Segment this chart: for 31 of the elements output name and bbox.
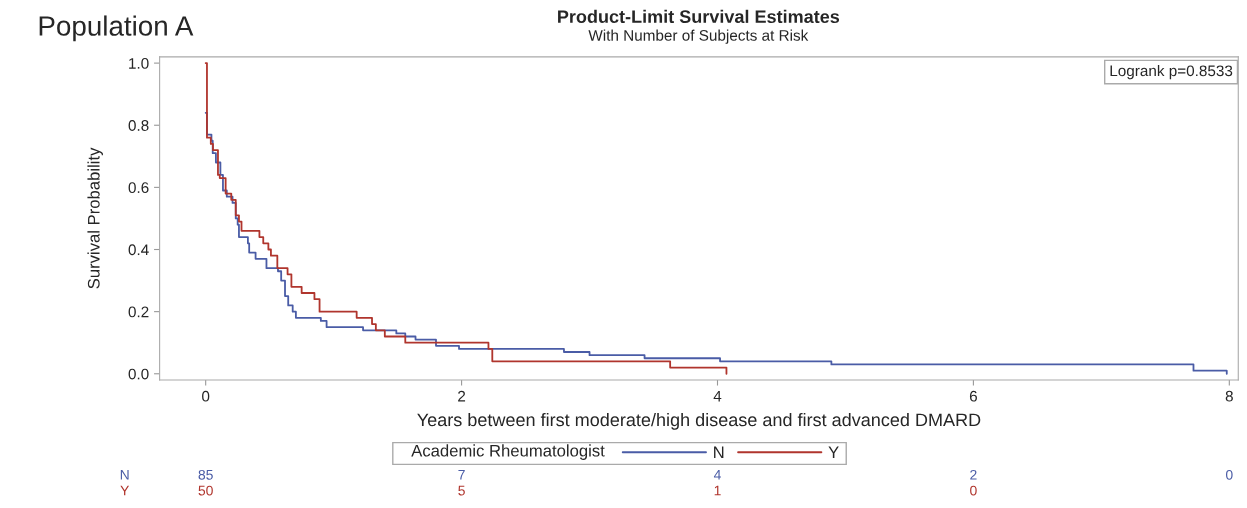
y-tick-label: 1.0 <box>129 57 149 69</box>
legend-title: Academic Rheumatologist <box>411 444 605 460</box>
text: N <box>120 470 129 480</box>
text: 5 <box>458 485 465 496</box>
legend-label: N <box>714 446 724 459</box>
text: 0 <box>970 485 977 496</box>
y-tick-label: 0.2 <box>128 306 149 318</box>
text: 85 <box>198 469 213 480</box>
legend-label: Y <box>828 446 839 459</box>
text: 7 <box>458 470 465 480</box>
x-tick-label: 6 <box>969 390 977 402</box>
chart-title: Product-Limit Survival Estimates <box>558 9 840 24</box>
y-tick-label: 0.6 <box>128 182 149 194</box>
text: Population A <box>39 15 194 42</box>
text: 50 <box>198 485 213 496</box>
x-tick-label: 0 <box>202 390 210 402</box>
text: 2 <box>970 469 977 480</box>
y-tick-label: 0.4 <box>128 244 149 256</box>
x-tick-label: 4 <box>713 390 722 402</box>
text: 1 <box>714 485 721 496</box>
text: Y <box>120 485 130 496</box>
annotation: Logrank p=0.8533 <box>1110 64 1233 80</box>
x-axis-title: Years between first moderate/high disease and first advanced DMARD <box>417 412 981 430</box>
y-tick-label: 0.8 <box>128 120 149 131</box>
text: 0 <box>1225 469 1233 480</box>
y-tick-label: 0.0 <box>128 368 149 380</box>
x-tick-label: 2 <box>458 390 466 402</box>
x-tick-label: 8 <box>1225 390 1233 402</box>
text: 4 <box>713 470 721 480</box>
chart-subtitle: With Number of Subjects at Risk <box>588 29 809 44</box>
y-axis-title: Survival Probability <box>87 147 103 289</box>
